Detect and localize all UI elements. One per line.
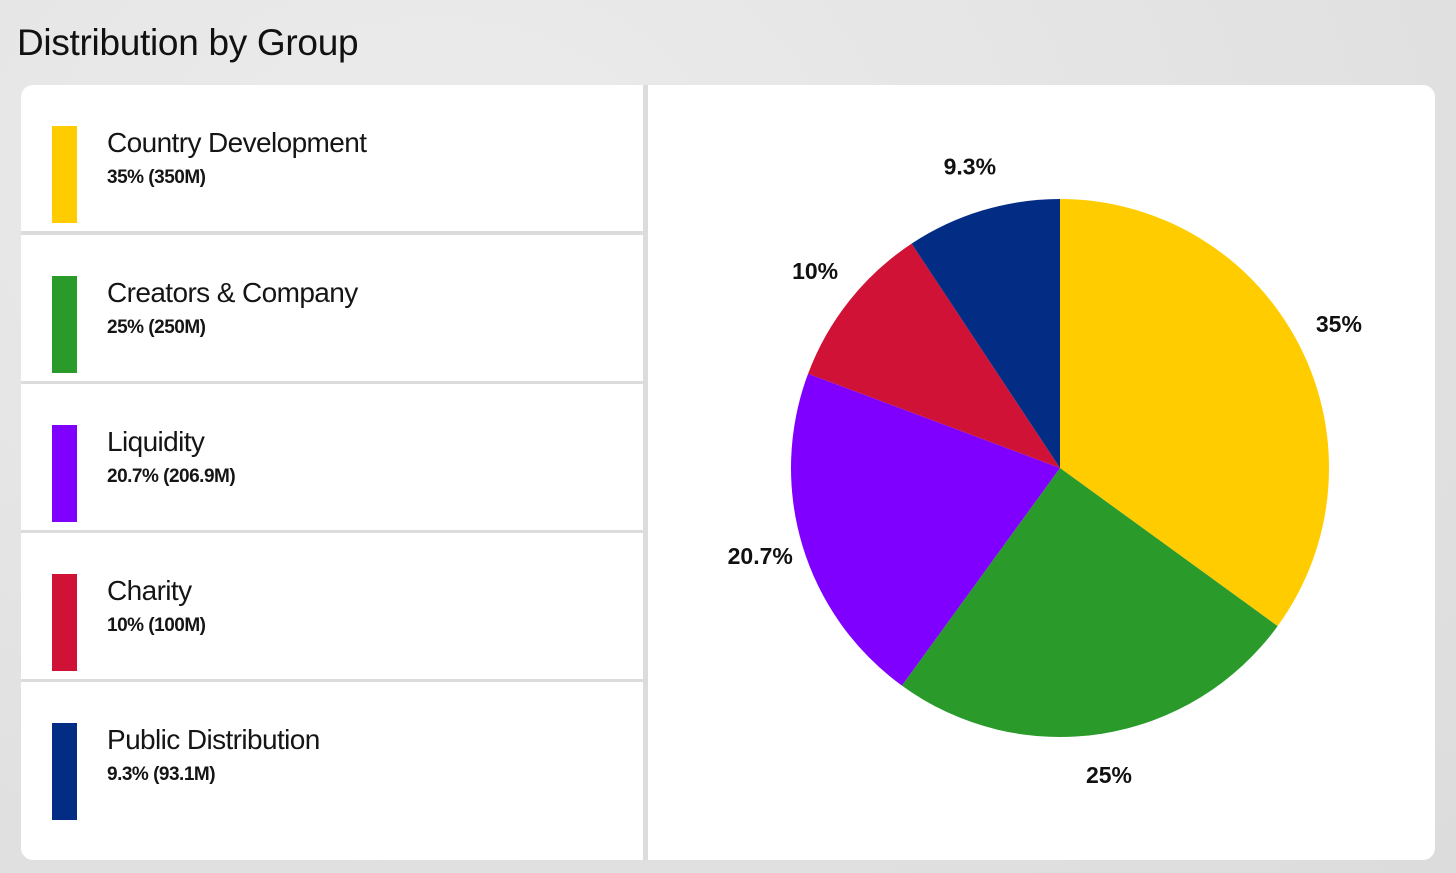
legend: Country Development 35% (350M) Creators … — [21, 85, 643, 860]
pie-slice-liquidity — [791, 373, 1060, 686]
legend-item-label: Country Development — [107, 127, 367, 158]
legend-swatch — [52, 425, 77, 522]
pie-slice-charity — [808, 243, 1060, 468]
legend-item-country-development: Country Development 35% (350M) — [21, 85, 643, 231]
legend-item-creators-company: Creators & Company 25% (250M) — [21, 235, 643, 381]
legend-item-value: 10% (100M) — [107, 615, 206, 636]
pie-slice-creators-and-company — [901, 468, 1278, 737]
legend-swatch — [52, 574, 77, 671]
pie-label-country-development: 35% — [1316, 311, 1362, 337]
pie-label-liquidity: 20.7% — [728, 543, 793, 569]
legend-item-value: 25% (250M) — [107, 317, 206, 338]
legend-item-label: Charity — [107, 575, 192, 606]
legend-item-liquidity: Liquidity 20.7% (206.9M) — [21, 384, 643, 530]
legend-item-public-distribution: Public Distribution 9.3% (93.1M) — [21, 682, 643, 860]
pie-chart: 35% 25% 20.7% 10% 9.3% — [728, 153, 1362, 788]
legend-item-label: Creators & Company — [107, 277, 358, 308]
legend-swatch — [52, 276, 77, 373]
legend-swatch — [52, 723, 77, 820]
legend-item-label: Liquidity — [107, 426, 205, 457]
legend-item-charity: Charity 10% (100M) — [21, 533, 643, 679]
legend-item-value: 35% (350M) — [107, 167, 206, 188]
pie-slice-country-development — [1060, 199, 1329, 627]
legend-item-value: 20.7% (206.9M) — [107, 466, 236, 487]
legend-swatch — [52, 126, 77, 223]
pie-label-charity: 10% — [792, 258, 838, 284]
pie-label-public-distribution: 9.3% — [944, 153, 996, 179]
pie-slice-public-distribution — [911, 199, 1060, 468]
distribution-card: Country Development 35% (350M) Creators … — [21, 85, 1435, 860]
legend-item-value: 9.3% (93.1M) — [107, 764, 216, 785]
pie-label-creators-and-company: 25% — [1086, 762, 1132, 788]
legend-item-label: Public Distribution — [107, 724, 320, 755]
chart-panel: 35% 25% 20.7% 10% 9.3% — [648, 85, 1435, 860]
page-title: Distribution by Group — [17, 22, 359, 63]
